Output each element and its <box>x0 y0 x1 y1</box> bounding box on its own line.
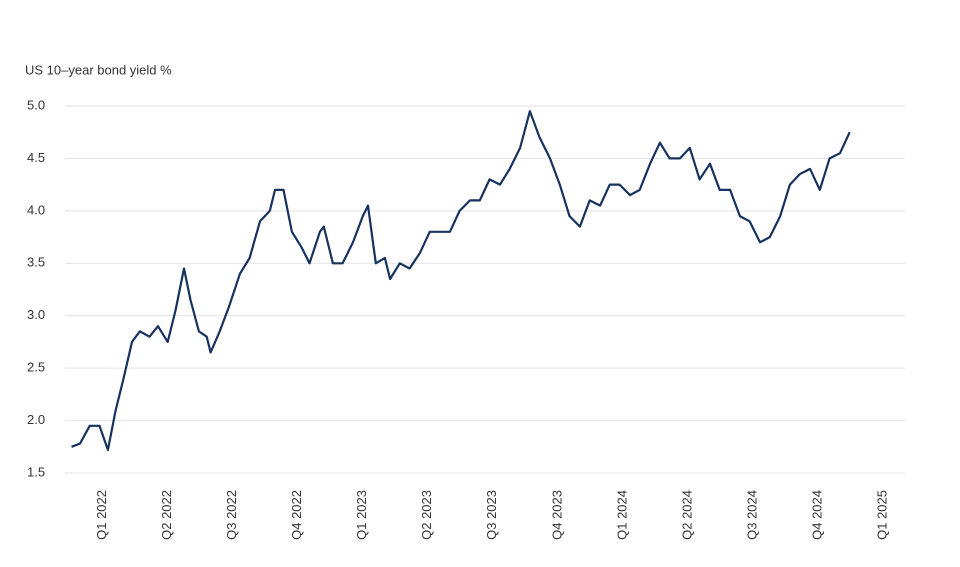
y-tick-label: 3.5 <box>27 255 45 270</box>
x-tick-label: Q4 2024 <box>809 490 824 540</box>
x-tick-label: Q1 2023 <box>354 490 369 540</box>
y-tick-label: 4.5 <box>27 150 45 165</box>
x-tick-label: Q1 2022 <box>94 490 109 540</box>
x-tick-label: Q3 2022 <box>224 490 239 540</box>
y-tick-label: 2.0 <box>27 412 45 427</box>
y-tick-label: 1.5 <box>27 464 45 479</box>
x-tick-label: Q2 2022 <box>159 490 174 540</box>
x-tick-label: Q1 2025 <box>874 490 889 540</box>
x-tick-label: Q2 2023 <box>419 490 434 540</box>
y-tick-label: 3.0 <box>27 307 45 322</box>
x-tick-label: Q3 2024 <box>744 490 759 540</box>
chart-title: US 10–year bond yield % <box>25 62 172 77</box>
y-tick-label: 5.0 <box>27 97 45 112</box>
yield-line <box>71 110 851 451</box>
x-tick-label: Q4 2022 <box>289 490 304 540</box>
x-tick-label: Q1 2024 <box>614 490 629 540</box>
x-tick-label: Q2 2024 <box>679 490 694 540</box>
x-tick-label: Q3 2023 <box>484 490 499 540</box>
y-tick-label: 4.0 <box>27 202 45 217</box>
y-tick-label: 2.5 <box>27 360 45 375</box>
x-tick-label: Q4 2023 <box>549 490 564 540</box>
